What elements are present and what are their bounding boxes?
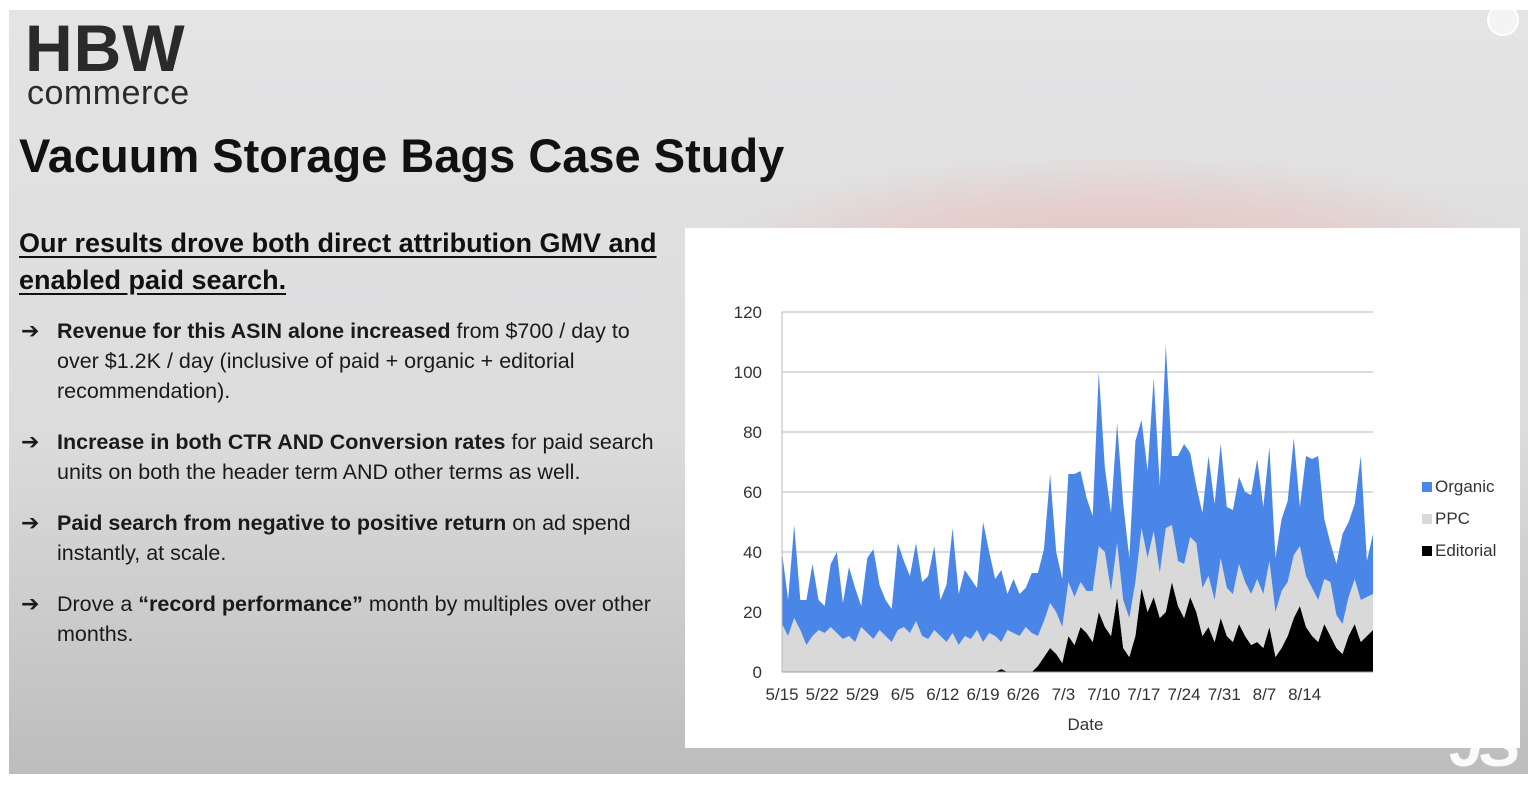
- x-tick-label: 6/26: [1007, 685, 1040, 704]
- logo-sub-text: commerce: [27, 74, 190, 112]
- x-tick-label: 5/15: [765, 685, 798, 704]
- bullet-text: for paid search units on both the header…: [57, 430, 654, 484]
- x-tick-label: 7/31: [1208, 685, 1241, 704]
- x-tick-label: 6/5: [891, 685, 915, 704]
- axes: 0 20 40 60 80 100 120 5/15 5/22 5/29 6/5 6/12 6/19 6/…: [734, 303, 1373, 734]
- x-tick-label: 5/22: [806, 685, 839, 704]
- logo-main-text: HBW: [25, 11, 186, 85]
- bullet-list: ➔ Revenue for this ASIN alone increased …: [19, 316, 659, 649]
- bullet-bold-text: “record performance”: [138, 592, 363, 616]
- bullet-text: from $700 / day to over $1.2K / day (inc…: [57, 319, 630, 403]
- x-tick-label: 7/17: [1127, 685, 1160, 704]
- legend-swatch-organic: [1422, 482, 1432, 492]
- bullet-item: ➔ Revenue for this ASIN alone increased …: [19, 316, 659, 406]
- x-tick-label: 8/14: [1288, 685, 1321, 704]
- y-tick-label: 0: [753, 663, 762, 682]
- chart-panel: 0 20 40 60 80 100 120 5/15 5/22 5/29 6/5 6/12 6/19 6/…: [685, 228, 1520, 748]
- arrow-icon: ➔: [21, 510, 40, 535]
- stacked-area-chart: 0 20 40 60 80 100 120 5/15 5/22 5/29 6/5 6/12 6/19 6/…: [734, 303, 1497, 734]
- x-tick-label: 6/19: [966, 685, 999, 704]
- x-tick-label: 7/24: [1167, 685, 1200, 704]
- info-icon[interactable]: [1487, 10, 1519, 36]
- x-tick-label: 7/3: [1052, 685, 1076, 704]
- bullet-bold-text: Paid search from negative to positive re…: [57, 511, 507, 535]
- bullet-text: on ad spend instantly, at scale.: [57, 511, 631, 565]
- bullet-item: ➔ Paid search from negative to positive …: [19, 508, 659, 568]
- page-title: Vacuum Storage Bags Case Study: [19, 129, 785, 182]
- legend: Organic PPC Editorial: [1422, 477, 1496, 560]
- x-tick-label: 8/7: [1253, 685, 1277, 704]
- y-tick-label: 60: [743, 483, 762, 502]
- watermark-logo: JS: [1449, 711, 1521, 774]
- legend-swatch-editorial: [1422, 546, 1432, 556]
- y-tick-label: 120: [734, 303, 762, 322]
- headline: Our results drove both direct attributio…: [19, 228, 657, 295]
- y-tick-label: 20: [743, 603, 762, 622]
- y-tick-label: 40: [743, 543, 762, 562]
- legend-label-organic: Organic: [1435, 477, 1495, 496]
- bullet-text: month by multiples over other months.: [57, 592, 651, 646]
- company-logo: HBW commerce: [25, 11, 190, 112]
- legend-label-ppc: PPC: [1435, 509, 1470, 528]
- y-tick-label: 80: [743, 423, 762, 442]
- x-axis-title: Date: [1068, 715, 1104, 734]
- series-ppc-area: [782, 525, 1373, 672]
- bullet-bold-text: Increase in both CTR AND Conversion rate…: [57, 430, 506, 454]
- bullet-text-pre: Drove a: [57, 592, 139, 616]
- x-tick-label: 5/29: [846, 685, 879, 704]
- arrow-icon: ➔: [21, 591, 40, 616]
- legend-label-editorial: Editorial: [1435, 541, 1496, 560]
- series-editorial-area: [782, 582, 1373, 672]
- area-series: [782, 345, 1373, 672]
- x-tick-label: 6/12: [926, 685, 959, 704]
- series-organic-area: [782, 345, 1373, 645]
- bullet-bold-text: Revenue for this ASIN alone increased: [57, 319, 451, 343]
- slide: HBW commerce Vacuum Storage Bags Case St…: [9, 10, 1528, 774]
- bullet-item: ➔ Drove a “record performance” month by …: [19, 589, 659, 649]
- arrow-icon: ➔: [21, 429, 40, 454]
- arrow-icon: ➔: [21, 318, 40, 343]
- bullet-item: ➔ Increase in both CTR AND Conversion ra…: [19, 427, 659, 487]
- x-tick-label: 7/10: [1087, 685, 1120, 704]
- legend-swatch-ppc: [1422, 514, 1432, 524]
- y-tick-label: 100: [734, 363, 762, 382]
